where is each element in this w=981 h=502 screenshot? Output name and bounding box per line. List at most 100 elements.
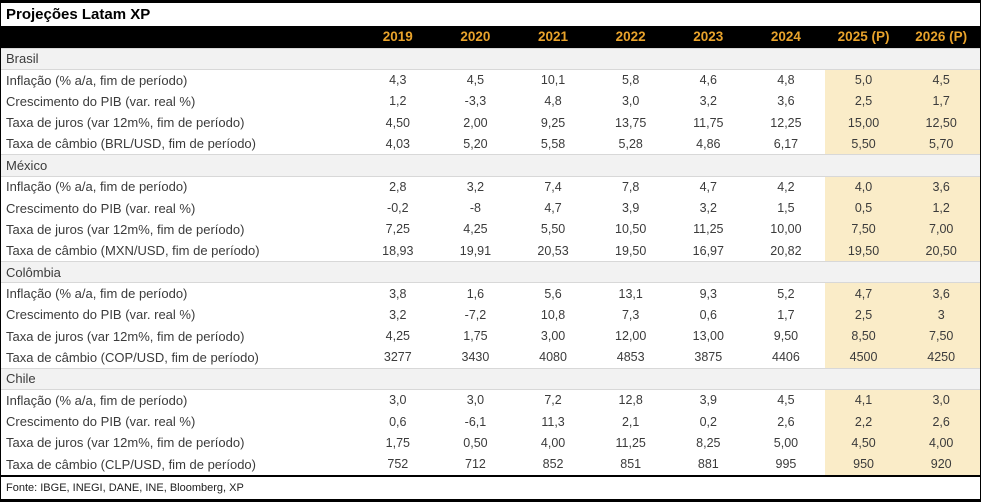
table-row: Taxa de câmbio (COP/USD, fim de período)…: [1, 346, 980, 369]
value-cell: 3430: [461, 350, 490, 365]
value-cell: 7,3: [621, 307, 640, 322]
value-cell: 12,8: [618, 393, 643, 408]
value-cell: 10,8: [540, 307, 566, 322]
value-cell: 4,00: [902, 432, 980, 454]
value-cell: 4,6: [699, 73, 717, 88]
value-cell: 3,0: [621, 94, 640, 109]
value-cell: -6,1: [464, 414, 487, 429]
year-column-header: 2026 (P): [915, 29, 968, 45]
value-cell: 5,00: [773, 435, 799, 450]
value-cell: 4080: [539, 350, 567, 365]
value-cell: 0,5: [824, 197, 903, 219]
value-cell: 712: [465, 457, 486, 472]
value-cell: 995: [775, 457, 797, 472]
row-label: Inflação (% a/a, fim de período): [6, 72, 188, 88]
table-row: Taxa de câmbio (MXN/USD, fim de período)…: [1, 240, 980, 262]
country-section-row: Chile: [1, 367, 980, 391]
row-label: Inflação (% a/a, fim de período): [6, 179, 188, 195]
value-cell: 9,50: [773, 329, 799, 344]
value-cell: 920: [902, 453, 980, 475]
row-label: Taxa de câmbio (CLP/USD, fim de período): [6, 456, 256, 472]
value-cell: 3,0: [389, 393, 407, 408]
value-cell: 7,2: [544, 393, 562, 408]
value-cell: 4250: [902, 346, 980, 369]
value-cell: 12,25: [770, 115, 802, 130]
value-cell: -8: [469, 201, 481, 216]
value-cell: 3: [902, 304, 980, 326]
value-cell: 851: [620, 457, 642, 472]
row-label: Inflação (% a/a, fim de período): [6, 286, 188, 302]
table-row: Taxa de juros (var 12m%, fim de período)…: [1, 112, 980, 134]
value-cell: 15,00: [824, 112, 903, 134]
value-cell: 5,0: [824, 69, 903, 91]
value-cell: 4,86: [696, 136, 721, 151]
country-name: México: [1, 154, 980, 177]
value-cell: 18,93: [382, 243, 414, 258]
value-cell: 19,50: [615, 243, 647, 258]
row-label: Taxa de juros (var 12m%, fim de período): [6, 115, 245, 131]
value-cell: 11,25: [693, 222, 724, 237]
value-cell: 4,25: [385, 329, 410, 344]
value-cell: 0,50: [463, 435, 488, 450]
country-name: Brasil: [1, 47, 980, 70]
year-column-header: 2024: [770, 29, 801, 45]
projections-table: 2019 2020 2021 2022 2023 2024 2025 (P) 2…: [1, 26, 980, 475]
year-column-header: 2023: [693, 29, 724, 45]
value-cell: 1,6: [466, 286, 485, 301]
country-section-row: México: [1, 154, 980, 177]
value-cell: 4,5: [902, 69, 980, 91]
value-cell: 4406: [772, 350, 800, 365]
value-cell: 12,00: [615, 329, 647, 344]
value-cell: 13,75: [615, 115, 647, 130]
value-cell: 12,50: [902, 112, 980, 134]
value-cell: 7,8: [621, 179, 640, 194]
value-cell: 2,5: [824, 90, 903, 113]
value-cell: 11,3: [541, 414, 565, 429]
value-cell: 7,50: [824, 218, 903, 241]
value-cell: 4853: [616, 350, 645, 365]
value-cell: 4,00: [540, 435, 566, 450]
value-cell: 4,8: [544, 94, 562, 109]
value-cell: 2,8: [389, 179, 407, 194]
year-column-header: 2025 (P): [837, 29, 890, 45]
table-row: Crescimento do PIB (var. real %) 3,2 -7,2 1…: [1, 304, 980, 326]
projections-table-body: Brasil Inflação (% a/a, fim de período) 4,…: [1, 47, 980, 475]
table-row: Inflação (% a/a, fim de período) 4,3 4,5 10…: [1, 69, 980, 91]
value-cell: -7,2: [464, 307, 487, 322]
value-cell: 4,7: [824, 282, 903, 305]
value-cell: 5,58: [540, 136, 566, 151]
value-cell: 3,9: [699, 393, 717, 408]
value-cell: 9,3: [699, 286, 717, 301]
value-cell: 2,6: [777, 414, 795, 429]
value-cell: 9,25: [540, 115, 566, 130]
value-cell: 1,75: [463, 329, 488, 344]
row-label: Taxa de juros (var 12m%, fim de período): [6, 221, 245, 237]
value-cell: 4,0: [824, 176, 903, 198]
value-cell: 2,5: [824, 304, 903, 326]
value-cell: 5,20: [463, 136, 488, 151]
country-name: Colômbia: [1, 260, 980, 284]
value-cell: 3,2: [466, 179, 485, 194]
value-cell: 5,8: [621, 73, 640, 88]
value-cell: 1,2: [902, 197, 980, 219]
table-row: Taxa de câmbio (BRL/USD, fim de período)…: [1, 133, 980, 155]
value-cell: 5,28: [618, 136, 643, 151]
value-cell: 20,82: [770, 243, 802, 258]
value-cell: 3,6: [902, 282, 980, 305]
row-label: Crescimento do PIB (var. real %): [6, 93, 196, 109]
value-cell: 3,0: [902, 389, 980, 411]
value-cell: 19,50: [824, 240, 903, 262]
row-label: Taxa de câmbio (MXN/USD, fim de período): [6, 243, 260, 259]
value-cell: 20,50: [902, 240, 980, 262]
value-cell: 3,9: [621, 201, 640, 216]
value-cell: 4,3: [389, 73, 407, 88]
value-cell: 2,1: [621, 414, 640, 429]
value-cell: 7,4: [544, 179, 562, 194]
value-cell: 13,1: [618, 286, 643, 301]
value-cell: 5,50: [824, 133, 903, 155]
value-cell: 2,6: [902, 410, 980, 433]
value-cell: 13,00: [692, 329, 724, 344]
value-cell: 10,00: [770, 222, 802, 237]
value-cell: 4,5: [777, 393, 795, 408]
